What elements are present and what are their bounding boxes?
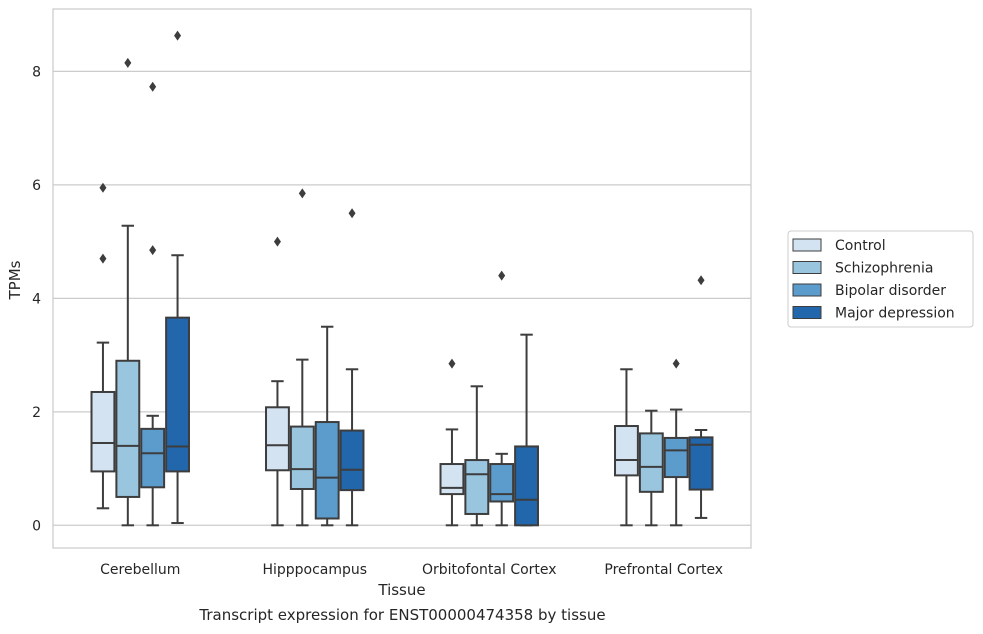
box-control	[90, 182, 116, 510]
y-tick-label: 2	[32, 405, 41, 421]
x-tick-label: Orbitofontal Cortex	[422, 562, 557, 578]
box-control	[614, 368, 639, 527]
outlier-point	[348, 208, 356, 219]
box-iqr	[115, 359, 141, 498]
legend-swatch	[792, 283, 822, 297]
box-iqr	[663, 436, 689, 479]
box-control	[439, 358, 465, 527]
box-iqr	[165, 316, 190, 473]
outlier-point	[99, 253, 107, 264]
box-bipolar-disorder	[314, 325, 340, 527]
chart-caption: Transcript expression for ENST0000047435…	[199, 606, 606, 624]
outlier-point	[149, 81, 157, 92]
outlier-point	[124, 57, 132, 68]
outlier-point	[273, 236, 281, 247]
box-iqr	[339, 429, 365, 492]
box-major-depression	[165, 30, 190, 525]
box-schizophrenia	[115, 57, 141, 527]
legend-label: Major depression	[835, 306, 955, 322]
box-iqr	[140, 427, 166, 489]
outlier-point	[174, 30, 182, 41]
outlier-point	[149, 245, 157, 256]
box-bipolar-disorder	[489, 270, 515, 527]
box-iqr	[638, 432, 664, 493]
box-bipolar-disorder	[663, 358, 689, 527]
legend-label: Bipolar disorder	[835, 283, 946, 299]
box-schizophrenia	[289, 188, 315, 527]
y-axis-label: TPMs	[6, 260, 24, 300]
box-schizophrenia	[638, 409, 664, 527]
box-control	[265, 236, 290, 527]
x-tick-label: Hipppocampus	[262, 562, 367, 578]
box-major-depression	[688, 275, 714, 519]
box-iqr	[464, 459, 490, 515]
y-tick-label: 4	[32, 291, 41, 307]
y-tick-label: 8	[32, 64, 41, 80]
box-iqr	[289, 425, 315, 490]
x-tick-label: Prefrontal Cortex	[604, 562, 723, 578]
outlier-point	[697, 275, 705, 286]
x-tick-labels: Cerebellum Hipppocampus Orbitofontal Corte…	[100, 562, 723, 578]
box-iqr	[265, 406, 290, 472]
box-iqr	[439, 463, 465, 496]
legend-swatch	[792, 306, 822, 319]
box-iqr	[614, 425, 639, 477]
y-tick-labels: 0 2 4 6 8	[32, 64, 41, 534]
y-tick-label: 6	[32, 178, 41, 194]
y-tick-label: 0	[32, 518, 41, 534]
x-tick-label: Cerebellum	[100, 562, 180, 578]
box-iqr	[514, 445, 539, 527]
box-bipolar-disorder	[140, 81, 166, 527]
outlier-point	[672, 358, 680, 369]
legend-swatch	[792, 261, 822, 274]
outlier-point	[99, 182, 107, 193]
legend-swatch	[792, 238, 822, 252]
box-schizophrenia	[464, 385, 490, 527]
box-major-depression	[514, 333, 539, 527]
box-plots	[90, 30, 714, 527]
x-axis-label: Tissue	[377, 581, 425, 599]
box-iqr	[90, 390, 116, 473]
box-iqr	[489, 463, 515, 503]
outlier-point	[298, 188, 306, 199]
outlier-point	[448, 358, 456, 369]
box-iqr	[314, 421, 340, 520]
legend-label: Schizophrenia	[835, 261, 933, 277]
outlier-point	[498, 270, 506, 281]
legend-frame	[787, 230, 974, 328]
plot-frame	[52, 8, 752, 549]
legend-label: Control	[835, 238, 886, 254]
legend: Control Schizophrenia Bipolar disorder Majo…	[787, 230, 974, 328]
box-iqr	[688, 436, 714, 491]
box-major-depression	[339, 208, 365, 527]
